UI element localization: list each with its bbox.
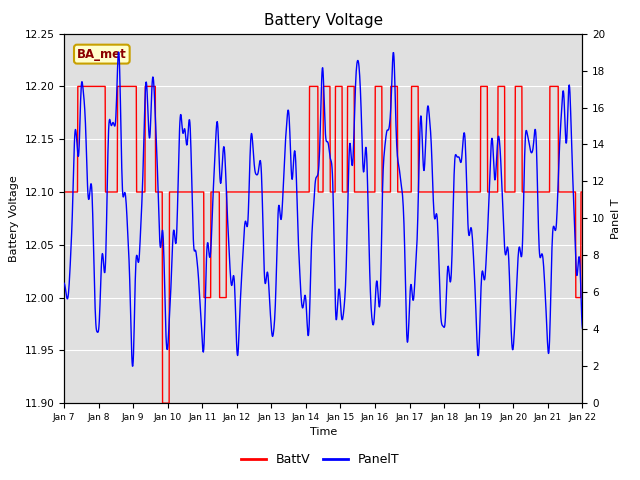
Title: Battery Voltage: Battery Voltage: [264, 13, 383, 28]
Y-axis label: Panel T: Panel T: [611, 198, 621, 239]
X-axis label: Time: Time: [310, 428, 337, 437]
Text: BA_met: BA_met: [77, 48, 127, 60]
Y-axis label: Battery Voltage: Battery Voltage: [9, 175, 19, 262]
Legend: BattV, PanelT: BattV, PanelT: [236, 448, 404, 471]
